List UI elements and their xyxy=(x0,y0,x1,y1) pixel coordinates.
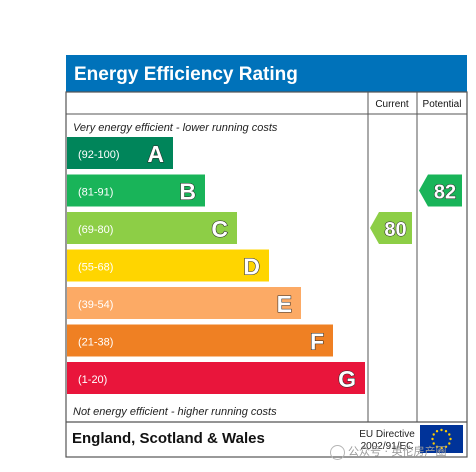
flag-star xyxy=(440,428,443,432)
current-rating-arrow xyxy=(370,212,412,244)
flag-star xyxy=(440,446,443,450)
flag-star xyxy=(448,442,451,445)
watermark: 公众号 · 英伦房产圈 xyxy=(330,443,447,460)
band-range-c: (69-80) xyxy=(78,224,113,236)
band-range-a: (92-100) xyxy=(78,149,120,161)
flag-star xyxy=(444,445,448,448)
band-range-d: (55-68) xyxy=(78,262,113,274)
flag-star xyxy=(435,445,439,448)
band-range-b: (81-91) xyxy=(78,187,113,199)
directive-line-2: 2002/91/EC xyxy=(361,441,414,452)
flag-star xyxy=(448,433,451,436)
band-letter-c: C xyxy=(211,216,228,242)
flag-star xyxy=(432,442,435,445)
wechat-icon xyxy=(330,444,345,460)
chart-title: Energy Efficiency Rating xyxy=(74,64,298,85)
eu-flag-icon xyxy=(420,425,463,453)
region-label: England, Scotland & Wales xyxy=(72,430,265,447)
flag-star xyxy=(435,430,439,433)
band-letter-f: F xyxy=(310,329,324,355)
potential-rating-value: 82 xyxy=(434,182,456,204)
rating-bands: (92-100) A (81-91) B (69-80) C (55-68) D (39-54)… xyxy=(67,137,365,394)
column-header-potential: Potential xyxy=(423,99,462,110)
band-a xyxy=(67,137,173,169)
band-d xyxy=(67,249,269,282)
band-range-f: (21-38) xyxy=(78,337,113,349)
flag-star xyxy=(444,430,448,433)
directive-line-1: EU Directive xyxy=(359,429,415,440)
chart-frame xyxy=(65,91,468,458)
band-b xyxy=(67,174,205,207)
top-note: Very energy efficient - lower running co… xyxy=(73,122,278,134)
band-f xyxy=(67,324,333,357)
band-g xyxy=(67,362,365,394)
band-letter-b: B xyxy=(179,179,196,205)
bottom-note: Not energy efficient - higher running co… xyxy=(73,406,277,418)
potential-rating-arrow xyxy=(419,174,462,207)
band-e xyxy=(67,287,301,319)
title-bar xyxy=(66,55,467,92)
watermark-text: 公众号 · 英伦房产圈 xyxy=(348,445,447,458)
band-letter-g: G xyxy=(338,366,356,392)
flag-star xyxy=(431,437,434,441)
band-letter-d: D xyxy=(243,254,260,280)
column-header-current: Current xyxy=(375,99,409,110)
band-letter-e: E xyxy=(277,291,292,317)
band-range-e: (39-54) xyxy=(78,299,113,311)
band-c xyxy=(67,212,237,244)
rating-indicators: 80 82 xyxy=(370,174,462,244)
band-range-g: (1-20) xyxy=(78,374,107,386)
current-rating-value: 80 xyxy=(384,219,406,241)
band-letter-a: A xyxy=(147,141,164,167)
flag-star xyxy=(432,433,435,436)
flag-star xyxy=(449,437,452,441)
